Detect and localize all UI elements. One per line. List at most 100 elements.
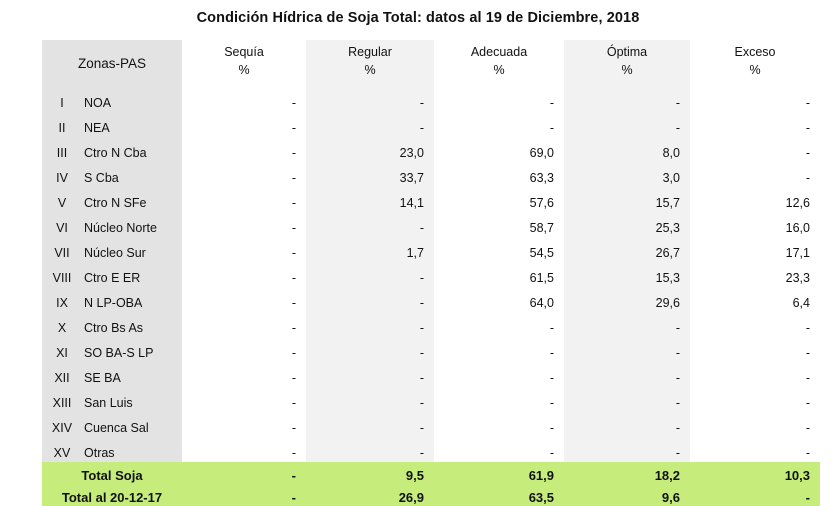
cell-adecuada: - — [434, 412, 564, 437]
table-row: XIII San Luis - - - - - — [42, 387, 820, 412]
zone-number: IV — [42, 162, 82, 187]
cell-exceso: 16,0 — [690, 212, 820, 237]
zone-number: XII — [42, 362, 82, 387]
cell-sequia: - — [182, 262, 306, 287]
cell-regular: 33,7 — [306, 162, 434, 187]
zone-name: Ctro E ER — [82, 262, 182, 287]
cell-sequia: - — [182, 212, 306, 237]
cell-optima: - — [564, 362, 690, 387]
cell-sequia: - — [182, 412, 306, 437]
cell-sequia: - — [182, 137, 306, 162]
cell-sequia: - — [182, 337, 306, 362]
cell-optima: 29,6 — [564, 287, 690, 312]
cell-regular: - — [306, 87, 434, 112]
table-row: VIII Ctro E ER - -61,5 15,3 23,3 — [42, 262, 820, 287]
zone-number: IX — [42, 287, 82, 312]
condition-table: Zonas-PAS Sequía% Regular% Adecuada% Ópt… — [42, 40, 820, 506]
zone-number: VI — [42, 212, 82, 237]
cell-sequia: - — [182, 287, 306, 312]
cell-adecuada: - — [434, 437, 564, 462]
cell-exceso: - — [690, 312, 820, 337]
cell-optima: - — [564, 412, 690, 437]
header-row: Zonas-PAS Sequía% Regular% Adecuada% Ópt… — [42, 40, 820, 87]
zone-number: XIII — [42, 387, 82, 412]
zone-number: III — [42, 137, 82, 162]
zone-name: Ctro N SFe — [82, 187, 182, 212]
cell-regular: - — [306, 362, 434, 387]
table-row: VII Núcleo Sur -1,7 54,5 26,7 17,1 — [42, 237, 820, 262]
cell-optima: 25,3 — [564, 212, 690, 237]
cell-adecuada: 61,5 — [434, 262, 564, 287]
table-row: IV S Cba -33,7 63,3 3,0- — [42, 162, 820, 187]
cell-adecuada: 54,5 — [434, 237, 564, 262]
cell-adecuada: - — [434, 387, 564, 412]
cell-adecuada: - — [434, 312, 564, 337]
cell-optima: - — [564, 387, 690, 412]
total-exceso: - — [690, 484, 820, 506]
zone-number: VIII — [42, 262, 82, 287]
cell-regular: - — [306, 262, 434, 287]
cell-adecuada: 64,0 — [434, 287, 564, 312]
cell-sequia: - — [182, 112, 306, 137]
total-adecuada: 63,5 — [434, 484, 564, 506]
table-row: XII SE BA - - - - - — [42, 362, 820, 387]
zone-number: VII — [42, 237, 82, 262]
total-regular: 26,9 — [306, 484, 434, 506]
cell-regular: - — [306, 312, 434, 337]
total-optima: 18,2 — [564, 462, 690, 484]
header-regular-label: Regular — [348, 45, 392, 59]
cell-regular: - — [306, 212, 434, 237]
zone-number: XI — [42, 337, 82, 362]
table-row: VI Núcleo Norte - -58,7 25,3 16,0 — [42, 212, 820, 237]
table-row: XV Otras - - - - - — [42, 437, 820, 462]
header-zonas: Zonas-PAS — [42, 40, 182, 87]
cell-adecuada: - — [434, 87, 564, 112]
zone-name: N LP-OBA — [82, 287, 182, 312]
cell-sequia: - — [182, 87, 306, 112]
cell-optima: - — [564, 437, 690, 462]
zone-number: XIV — [42, 412, 82, 437]
cell-sequia: - — [182, 362, 306, 387]
table-row: I NOA - - - - - — [42, 87, 820, 112]
zone-number: II — [42, 112, 82, 137]
cell-optima: - — [564, 87, 690, 112]
table-row: III Ctro N Cba -23,0 69,0 8,0- — [42, 137, 820, 162]
cell-exceso: - — [690, 362, 820, 387]
header-exceso-unit: % — [749, 63, 761, 77]
table-title: Condición Hídrica de Soja Total: datos a… — [196, 10, 640, 26]
zone-number: X — [42, 312, 82, 337]
zone-name: NOA — [82, 87, 182, 112]
cell-exceso: - — [690, 87, 820, 112]
header-sequia-unit: % — [238, 63, 250, 77]
table-row: IX N LP-OBA - -64,0 29,6 6,4 — [42, 287, 820, 312]
header-regular-unit: % — [364, 63, 376, 77]
cell-regular: - — [306, 387, 434, 412]
zone-name: Ctro Bs As — [82, 312, 182, 337]
zone-name: Núcleo Norte — [82, 212, 182, 237]
cell-exceso: 17,1 — [690, 237, 820, 262]
cell-exceso: 12,6 — [690, 187, 820, 212]
cell-regular: - — [306, 112, 434, 137]
table-row: XIV Cuenca Sal - - - - - — [42, 412, 820, 437]
zone-name: San Luis — [82, 387, 182, 412]
cell-optima: 26,7 — [564, 237, 690, 262]
header-regular: Regular% — [306, 40, 434, 87]
total-exceso: 10,3 — [690, 462, 820, 484]
cell-exceso: - — [690, 437, 820, 462]
cell-adecuada: 57,6 — [434, 187, 564, 212]
cell-regular: 1,7 — [306, 237, 434, 262]
cell-adecuada: - — [434, 362, 564, 387]
zone-name: S Cba — [82, 162, 182, 187]
cell-adecuada: 63,3 — [434, 162, 564, 187]
zone-number: XV — [42, 437, 82, 462]
cell-exceso: - — [690, 112, 820, 137]
header-sequia-label: Sequía — [224, 45, 264, 59]
zone-name: Cuenca Sal — [82, 412, 182, 437]
cell-adecuada: - — [434, 112, 564, 137]
table-row: V Ctro N SFe -14,1 57,6 15,7 12,6 — [42, 187, 820, 212]
total-sequia: - — [182, 462, 306, 484]
cell-adecuada: - — [434, 337, 564, 362]
condition-table-wrapper: Zonas-PAS Sequía% Regular% Adecuada% Ópt… — [42, 40, 820, 506]
cell-adecuada: 58,7 — [434, 212, 564, 237]
cell-sequia: - — [182, 387, 306, 412]
